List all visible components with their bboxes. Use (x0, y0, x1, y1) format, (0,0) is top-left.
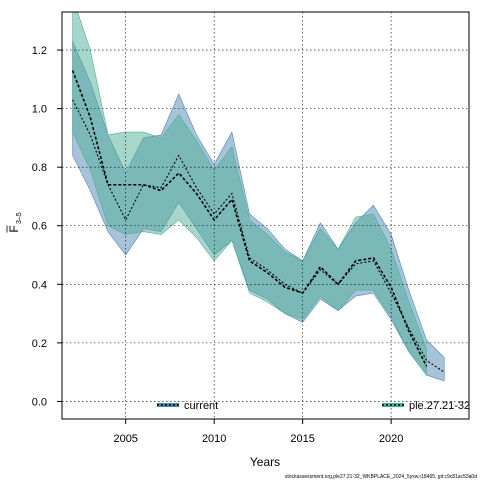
y-tick-label: 0.6 (32, 221, 47, 233)
y-axis-title-main: F (7, 225, 21, 232)
legend-label-current: current (184, 400, 218, 412)
footer-text: stockassessment.org,ple27.21-32_WKBPLACE… (285, 474, 477, 480)
y-axis: 0.0 0.2 0.4 0.6 0.8 1.0 1.2 (32, 45, 62, 408)
y-axis-title-subscript: 3–5 (16, 212, 23, 224)
x-axis-title: Years (250, 455, 280, 469)
y-tick-label: 0.0 (32, 396, 47, 408)
y-tick-label: 1.0 (32, 104, 47, 116)
x-tick-label: 2010 (202, 433, 226, 445)
confidence-bands (72, 12, 445, 382)
x-tick-label: 2020 (379, 433, 403, 445)
legend-label-ple-27-21-32: ple.27.21-32 (409, 400, 470, 412)
legend: current ple.27.21-32 (157, 400, 470, 412)
x-tick-label: 2005 (113, 433, 137, 445)
y-tick-label: 0.2 (32, 338, 47, 350)
y-tick-label: 0.4 (32, 279, 47, 291)
x-axis: 2005 2010 2015 2020 (113, 419, 403, 445)
y-axis-title: F 3–5 (6, 212, 23, 233)
x-tick-label: 2015 (290, 433, 314, 445)
y-tick-label: 0.8 (32, 162, 47, 174)
plot-frame (61, 11, 470, 420)
y-tick-label: 1.2 (32, 45, 47, 57)
